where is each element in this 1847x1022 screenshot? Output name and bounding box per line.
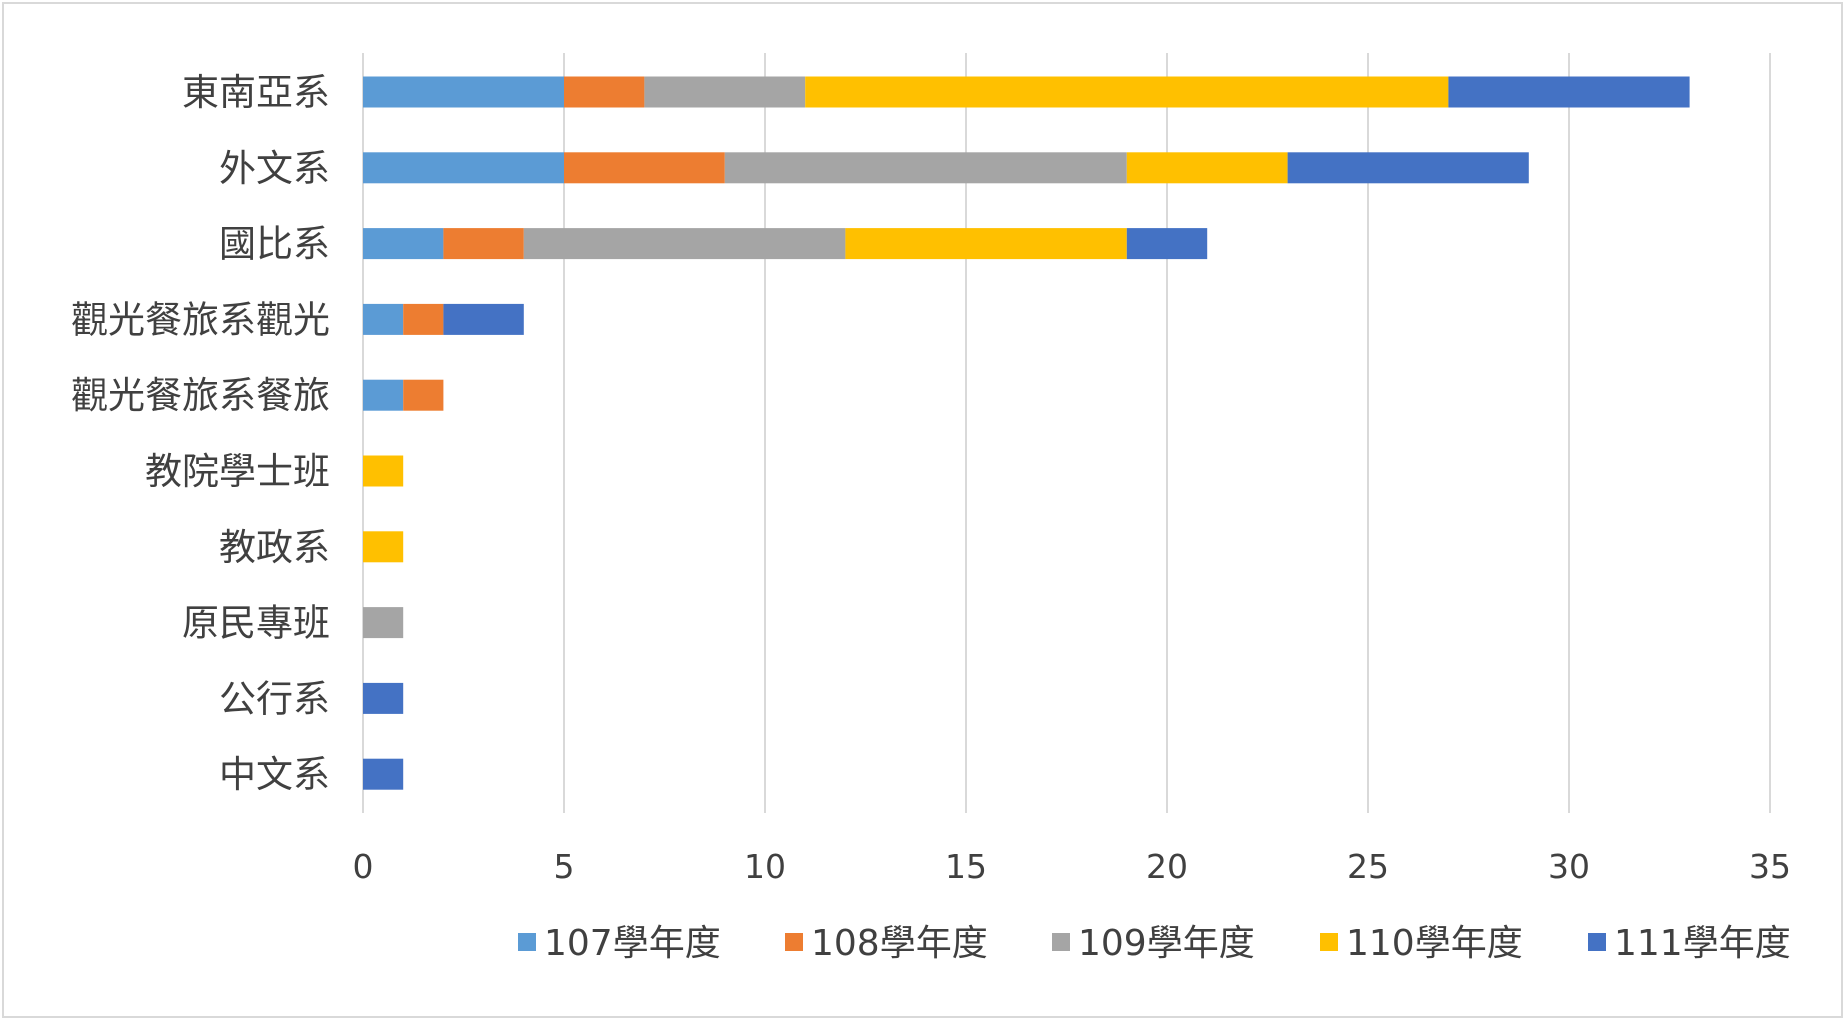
category-label: 外文系 [219,147,330,190]
category-label: 公行系 [219,677,330,720]
x-tick-label: 35 [1749,847,1791,886]
x-tick-label: 15 [945,847,987,886]
legend-label: 108學年度 [811,923,988,964]
legend-swatch [1052,933,1070,951]
bar-segment [805,76,1449,108]
bar-segment [363,228,444,260]
legend-swatch [1320,933,1338,951]
legend-label: 110學年度 [1346,923,1523,964]
bar-segment [403,303,444,335]
bar-segment [443,303,524,335]
bar-segment [363,607,404,639]
legend-label: 107學年度 [544,923,721,964]
legend-swatch [518,933,536,951]
x-tick-label: 5 [554,847,575,886]
x-tick-label: 0 [353,847,374,886]
legend-swatch [1588,933,1606,951]
category-label: 教政系 [219,526,330,569]
bar-segment [363,379,404,411]
bar-segment [363,682,404,714]
bar-segment [724,152,1127,184]
bar-segment [363,758,404,790]
bar-segment [1448,76,1690,108]
bar-segment [363,152,564,184]
bar-segment [363,455,404,487]
bar-segment [363,76,564,108]
bar-segment [403,379,444,411]
bar-segment [644,76,806,108]
category-label: 教院學士班 [145,450,330,493]
bar-segment [523,228,846,260]
x-tick-label: 30 [1548,847,1590,886]
bar-segment [1126,152,1288,184]
category-label: 中文系 [219,753,330,796]
bar-segment [363,531,404,563]
bar-segment [443,228,524,260]
bar-segment [564,152,725,184]
category-label: 原民專班 [182,602,330,645]
category-label: 國比系 [219,223,330,266]
legend-label: 109學年度 [1078,923,1255,964]
x-tick-label: 20 [1146,847,1188,886]
bar-segment [845,228,1127,260]
x-tick-label: 10 [744,847,786,886]
category-label: 東南亞系 [182,71,330,114]
legend-label: 111學年度 [1614,923,1791,964]
category-label: 觀光餐旅系觀光 [71,298,330,341]
bar-segment [1126,228,1208,260]
bar-segment [363,303,404,335]
category-label: 觀光餐旅系餐旅 [71,374,330,417]
bar-segment [564,76,645,108]
x-tick-label: 25 [1347,847,1389,886]
bar-segment [1287,152,1529,184]
legend-swatch [785,933,803,951]
